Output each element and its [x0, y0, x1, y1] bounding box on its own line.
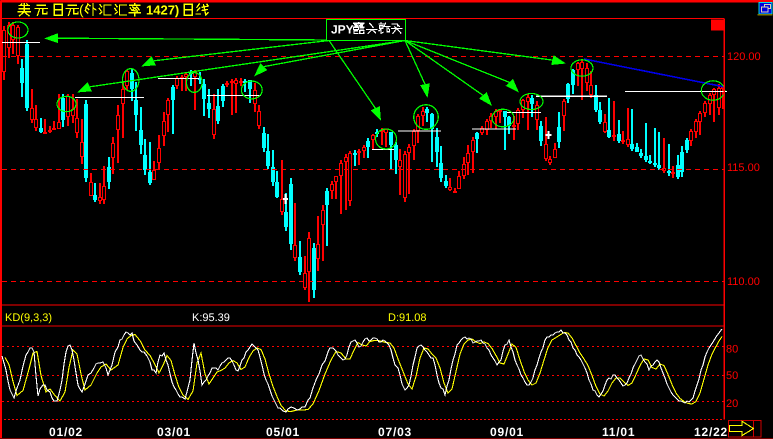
svg-text:80: 80 — [726, 344, 738, 356]
svg-text:01/02: 01/02 — [49, 425, 83, 439]
svg-text:12/22: 12/22 — [694, 425, 728, 439]
svg-text:120.00: 120.00 — [727, 51, 761, 63]
svg-text:03/01: 03/01 — [157, 425, 191, 439]
svg-text:115.00: 115.00 — [727, 162, 760, 174]
svg-text:1427): 1427) — [146, 3, 179, 18]
svg-text:50: 50 — [726, 370, 738, 382]
svg-text:20: 20 — [726, 398, 738, 410]
svg-text:110.00: 110.00 — [727, 276, 760, 288]
svg-text:D:91.08: D:91.08 — [388, 312, 427, 324]
svg-text:(: ( — [79, 2, 84, 18]
svg-text:09/01: 09/01 — [490, 425, 524, 439]
svg-text:KD(9,3,3): KD(9,3,3) — [5, 312, 52, 324]
svg-text:JPY: JPY — [331, 23, 354, 37]
svg-text:11/01: 11/01 — [602, 425, 635, 439]
svg-text:07/03: 07/03 — [378, 425, 412, 439]
svg-text:05/01: 05/01 — [266, 425, 300, 439]
svg-text:K:95.39: K:95.39 — [192, 312, 230, 324]
